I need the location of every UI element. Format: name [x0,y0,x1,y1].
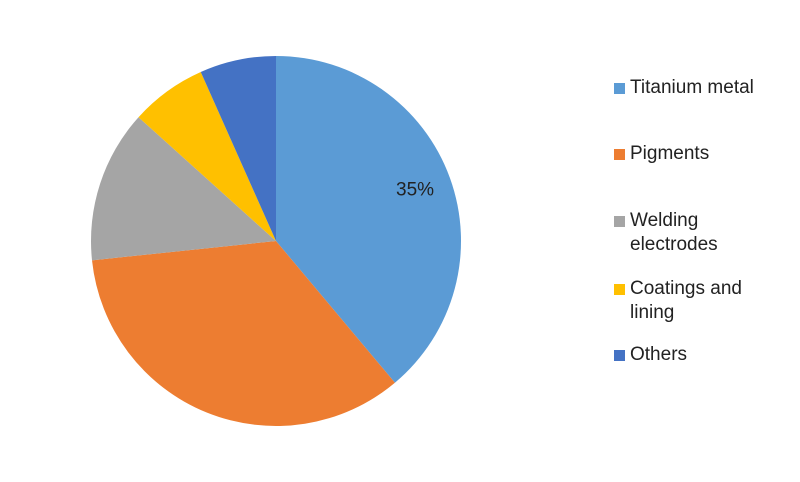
legend-label: Pigments [630,143,710,164]
data-label: 35% [396,179,434,200]
legend-label: Others [630,344,688,365]
legend-swatch [614,284,625,295]
legend-item: Coatings and lining [614,277,779,325]
legend-swatch [614,149,625,160]
pie-slice [276,56,462,383]
legend-label: Welding electrodes [630,210,718,255]
legend-swatch [614,350,625,361]
legend-swatch [614,83,625,94]
legend-item: Pigments [614,142,779,166]
pie-slice [92,241,395,427]
legend-swatch [614,216,625,227]
legend-item: Titanium metal [614,76,779,100]
legend-item: Welding electrodes [614,209,779,257]
pie-slice [200,56,276,241]
pie-slice [91,117,276,261]
pie-slice [138,71,276,242]
legend-label: Coatings and lining [630,278,742,323]
legend-item: Others [614,343,779,367]
legend-label: Titanium metal [630,77,754,98]
